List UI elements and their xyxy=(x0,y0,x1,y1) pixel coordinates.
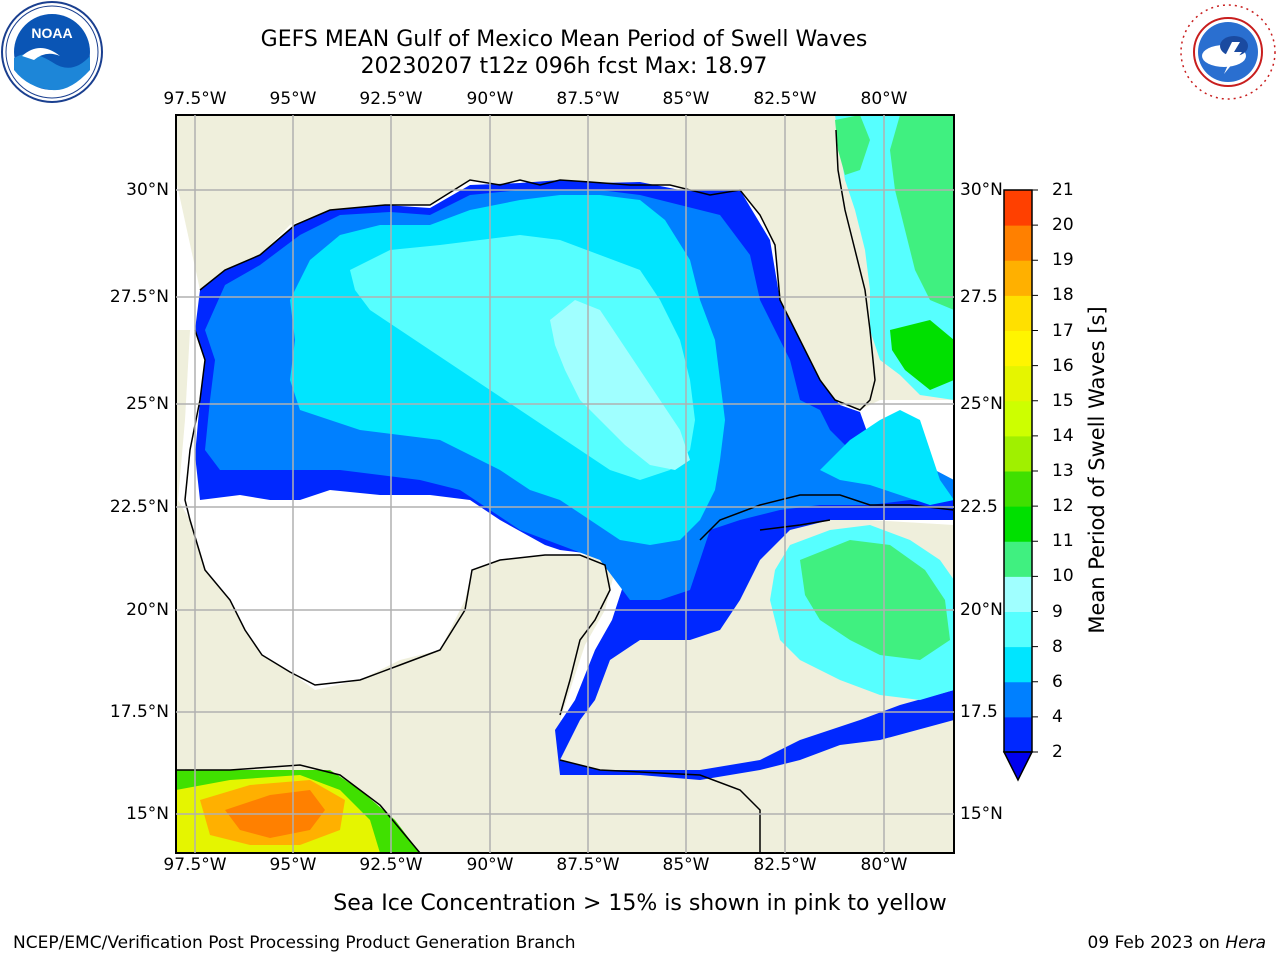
national-weather-service-logo xyxy=(1178,2,1278,102)
map-area xyxy=(176,115,954,853)
lat-tick-left: 15°N xyxy=(126,804,169,824)
lat-tick-right: 15°N xyxy=(960,804,1003,824)
colorbar-bin xyxy=(1004,611,1032,648)
colorbar-tick-label: 13 xyxy=(1052,461,1074,481)
lon-tick-top: 82.5°W xyxy=(753,89,817,109)
colorbar-bin xyxy=(1004,716,1032,753)
colorbar-bin xyxy=(1004,681,1032,718)
colorbar-bin xyxy=(1004,576,1032,612)
sea-ice-note: Sea Ice Concentration > 15% is shown in … xyxy=(333,891,947,916)
lon-tick-bottom: 97.5°W xyxy=(163,855,227,875)
graticule xyxy=(176,115,954,853)
swell-region-9-10 xyxy=(550,300,690,470)
lat-tick-right: 30°N xyxy=(960,180,1003,200)
colorbar-bin xyxy=(1004,330,1032,367)
lat-tick-right: 20°N xyxy=(960,600,1003,620)
colorbar-bin xyxy=(1004,295,1032,331)
colorbar-bin xyxy=(1004,400,1032,437)
lat-tick-left: 25°N xyxy=(126,394,169,414)
colorbar-tick-label: 14 xyxy=(1052,425,1074,446)
colorbar-bin xyxy=(1004,190,1032,226)
colorbar-tick-label: 18 xyxy=(1052,285,1074,306)
colorbar-tick-label: 16 xyxy=(1052,355,1074,376)
lon-tick-bottom: 87.5°W xyxy=(556,855,620,875)
colorbar xyxy=(1002,189,1038,782)
colorbar-tick-label: 8 xyxy=(1052,636,1063,657)
lon-tick-bottom: 92.5°W xyxy=(359,855,423,875)
colorbar-tick-label: 10 xyxy=(1052,566,1074,587)
colorbar-bin xyxy=(1004,435,1032,472)
colorbar-tick-label: 9 xyxy=(1052,601,1063,622)
colorbar-label: Mean Period of Swell Waves [s] xyxy=(1085,306,1109,634)
lon-tick-bottom: 82.5°W xyxy=(753,855,817,875)
colorbar-bin xyxy=(1004,225,1032,261)
lat-tick-right: 27.5 xyxy=(960,287,998,307)
colorbar-tick-label: 11 xyxy=(1052,531,1074,552)
map-frame xyxy=(175,114,955,854)
credit-text: NCEP/EMC/Verification Post Processing Pr… xyxy=(13,933,576,953)
date-stamp: 09 Feb 2023 on Hera xyxy=(1088,932,1266,954)
lat-tick-left: 17.5°N xyxy=(109,702,169,722)
map-title: GEFS MEAN Gulf of Mexico Mean Period of … xyxy=(260,27,868,52)
colorbar-tick-label: 20 xyxy=(1052,215,1074,236)
coastline xyxy=(176,129,954,853)
lat-tick-right: 25°N xyxy=(960,394,1003,414)
colorbar-bin xyxy=(1004,260,1032,296)
lat-tick-left: 20°N xyxy=(126,600,169,620)
colorbar-tick-label: 2 xyxy=(1052,742,1063,762)
swell-region-bahamas-green xyxy=(890,320,954,390)
colorbar-tick-label: 21 xyxy=(1052,180,1074,200)
colorbar-tick-label: 12 xyxy=(1052,496,1074,517)
date-text: 09 Feb 2023 on xyxy=(1087,933,1226,953)
lon-tick-top: 95°W xyxy=(269,89,317,109)
map-subtitle: 20230207 t12z 096h fcst Max: 18.97 xyxy=(360,54,768,79)
lat-tick-left: 30°N xyxy=(126,180,169,200)
colorbar-bin xyxy=(1004,365,1032,402)
colorbar-bin xyxy=(1004,506,1032,542)
machine-name: Hera xyxy=(1225,933,1266,953)
lat-tick-right: 22.5 xyxy=(960,497,998,517)
swell-region-atlantic-green xyxy=(890,115,954,310)
lat-tick-left: 22.5°N xyxy=(109,497,169,517)
lon-tick-bottom: 80°W xyxy=(860,855,908,875)
colorbar-extend-min xyxy=(1002,751,1034,782)
noaa-logo: NOAA xyxy=(1,1,103,103)
swell-region-atlantic-green-2 xyxy=(835,115,870,175)
lon-tick-top: 87.5°W xyxy=(556,89,620,109)
colorbar-bin xyxy=(1004,471,1032,507)
colorbar-tick-label: 6 xyxy=(1052,671,1063,692)
colorbar-bin xyxy=(1004,646,1032,683)
colorbar-tick-label: 17 xyxy=(1052,320,1074,341)
lon-tick-top: 92.5°W xyxy=(359,89,423,109)
svg-text:NOAA: NOAA xyxy=(31,25,72,41)
colorbar-tick-label: 4 xyxy=(1052,706,1063,727)
lat-tick-right: 17.5 xyxy=(960,702,998,722)
lon-tick-top: 97.5°W xyxy=(163,89,227,109)
lon-tick-top: 90°W xyxy=(466,89,514,109)
lon-tick-bottom: 90°W xyxy=(466,855,514,875)
lon-tick-top: 80°W xyxy=(860,89,908,109)
lon-tick-top: 85°W xyxy=(662,89,710,109)
swell-region-caribbean-10-11 xyxy=(800,540,950,660)
lat-tick-left: 27.5°N xyxy=(109,287,169,307)
lon-tick-bottom: 85°W xyxy=(662,855,710,875)
colorbar-tick-label: 15 xyxy=(1052,390,1074,411)
colorbar-tick-label: 19 xyxy=(1052,250,1074,271)
swell-region-straits xyxy=(820,410,954,505)
lon-tick-bottom: 95°W xyxy=(269,855,317,875)
colorbar-bin xyxy=(1004,541,1032,577)
